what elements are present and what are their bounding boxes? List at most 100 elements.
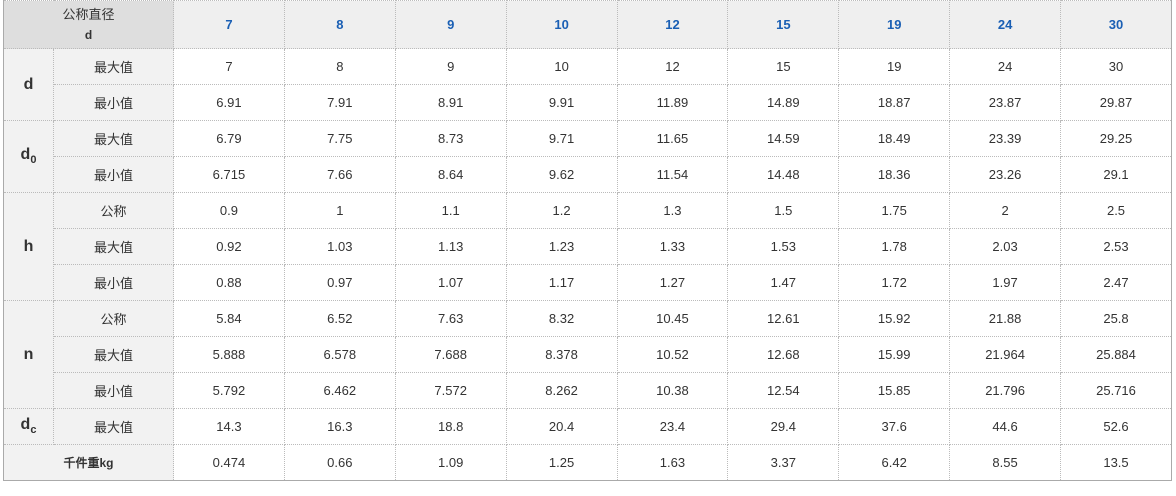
value-cell: 0.9 <box>173 192 285 229</box>
value-cell: 7.688 <box>394 336 507 373</box>
header-row: 公称直径 d 7 8 9 10 12 15 19 24 30 <box>2 0 1172 49</box>
value-cell: 25.884 <box>1060 336 1172 373</box>
row-label: 最大值 <box>52 228 175 265</box>
value-cell: 29.87 <box>1060 84 1172 121</box>
table-row: dc 最大值 14.3 16.3 18.8 20.4 23.4 29.4 37.6 44.6 52.… <box>3 408 1172 445</box>
value-cell: 12 <box>616 48 729 85</box>
value-cell: 23.39 <box>949 120 1062 157</box>
value-cell: 9 <box>394 48 507 85</box>
value-cell: 1.72 <box>838 264 951 301</box>
value-cell: 1.75 <box>838 192 951 229</box>
value-cell: 7.75 <box>283 120 396 157</box>
group-symbol: dc <box>3 408 54 445</box>
value-cell: 11.89 <box>616 84 729 121</box>
value-cell: 5.888 <box>173 336 285 373</box>
value-cell: 44.6 <box>949 408 1062 445</box>
value-cell: 7 <box>173 48 285 85</box>
value-cell: 1.07 <box>394 264 507 301</box>
value-cell: 25.8 <box>1060 300 1172 337</box>
weight-cell: 3.37 <box>727 444 840 481</box>
value-cell: 1 <box>283 192 396 229</box>
row-label: 公称 <box>52 192 175 229</box>
value-cell: 9.62 <box>505 156 618 193</box>
size-header: 8 <box>283 0 396 49</box>
size-header: 10 <box>505 0 618 49</box>
weight-cell: 13.5 <box>1060 444 1172 481</box>
value-cell: 19 <box>838 48 951 85</box>
table-row: d 最大值 7 8 9 10 12 15 19 24 30 <box>3 48 1172 121</box>
value-cell: 1.97 <box>949 264 1062 301</box>
value-cell: 14.59 <box>727 120 840 157</box>
value-cell: 25.716 <box>1060 372 1172 409</box>
value-cell: 5.792 <box>173 372 285 409</box>
size-header: 12 <box>616 0 729 49</box>
group-symbol: d0 <box>3 120 54 193</box>
table-row: n 公称 5.84 6.52 7.63 8.32 10.45 12.61 15.92 21.88 2… <box>3 300 1172 409</box>
value-cell: 1.33 <box>616 228 729 265</box>
value-cell: 8.378 <box>505 336 618 373</box>
row-label: 最小值 <box>52 372 175 409</box>
table-row: h 公称 0.9 1 1.1 1.2 1.3 1.5 1.75 2 2.5 <box>3 192 1172 301</box>
corner-symbol: d <box>84 27 93 42</box>
weight-cell: 6.42 <box>838 444 951 481</box>
table-row: d0 最大值 6.79 7.75 8.73 9.71 11.65 14.59 18.49 23.3… <box>3 120 1172 193</box>
weight-cell: 1.25 <box>505 444 618 481</box>
value-cell: 2.03 <box>949 228 1062 265</box>
row-label: 最大值 <box>52 336 175 373</box>
weight-row: 千件重kg 0.474 0.66 1.09 1.25 1.63 3.37 6.42 8.55 13… <box>2 444 1172 481</box>
value-cell: 10.52 <box>616 336 729 373</box>
value-cell: 21.964 <box>949 336 1062 373</box>
weight-cell: 8.55 <box>949 444 1062 481</box>
value-cell: 6.578 <box>283 336 396 373</box>
value-cell: 6.79 <box>173 120 285 157</box>
value-cell: 15.99 <box>838 336 951 373</box>
spec-table: 公称直径 d 7 8 9 10 12 15 19 24 30 d 最大值 7 8 9 10 12 15 19 24… <box>2 0 1172 481</box>
value-cell: 1.3 <box>616 192 729 229</box>
value-cell: 1.23 <box>505 228 618 265</box>
value-cell: 29.1 <box>1060 156 1172 193</box>
weight-cell: 1.63 <box>616 444 729 481</box>
value-cell: 15.92 <box>838 300 951 337</box>
value-cell: 2.5 <box>1060 192 1172 229</box>
value-cell: 12.54 <box>727 372 840 409</box>
value-cell: 24 <box>949 48 1062 85</box>
value-cell: 1.1 <box>394 192 507 229</box>
value-cell: 12.68 <box>727 336 840 373</box>
value-cell: 15 <box>727 48 840 85</box>
corner-header: 公称直径 d <box>2 0 175 49</box>
value-cell: 21.796 <box>949 372 1062 409</box>
size-header: 19 <box>838 0 951 49</box>
value-cell: 29.25 <box>1060 120 1172 157</box>
table-row: 最小值 6.715 7.66 8.64 9.62 11.54 14.48 18.36 23.26… <box>4 156 1172 193</box>
symbol-text: d <box>20 416 31 434</box>
value-cell: 6.715 <box>173 156 285 193</box>
value-cell: 11.65 <box>616 120 729 157</box>
symbol-text: n <box>23 345 34 363</box>
value-cell: 1.03 <box>283 228 396 265</box>
value-cell: 14.89 <box>727 84 840 121</box>
value-cell: 14.48 <box>727 156 840 193</box>
row-label: 最大值 <box>52 120 175 157</box>
value-cell: 21.88 <box>949 300 1062 337</box>
symbol-text: h <box>23 237 34 255</box>
weight-cell: 1.09 <box>394 444 507 481</box>
value-cell: 18.49 <box>838 120 951 157</box>
value-cell: 8.64 <box>394 156 507 193</box>
value-cell: 5.84 <box>173 300 285 337</box>
value-cell: 10.45 <box>616 300 729 337</box>
table-row: 最小值 0.88 0.97 1.07 1.17 1.27 1.47 1.72 1.97 2.47 <box>4 264 1172 301</box>
value-cell: 0.92 <box>173 228 285 265</box>
row-label: 最小值 <box>52 84 175 121</box>
value-cell: 10 <box>505 48 618 85</box>
value-cell: 20.4 <box>505 408 618 445</box>
value-cell: 30 <box>1060 48 1172 85</box>
value-cell: 9.91 <box>505 84 618 121</box>
value-cell: 1.78 <box>838 228 951 265</box>
value-cell: 7.66 <box>283 156 396 193</box>
weight-label: 千件重kg <box>2 444 175 481</box>
symbol-text: d <box>23 75 34 93</box>
symbol-subscript: c <box>30 424 37 437</box>
value-cell: 6.52 <box>283 300 396 337</box>
weight-cell: 0.66 <box>283 444 396 481</box>
value-cell: 6.91 <box>173 84 285 121</box>
